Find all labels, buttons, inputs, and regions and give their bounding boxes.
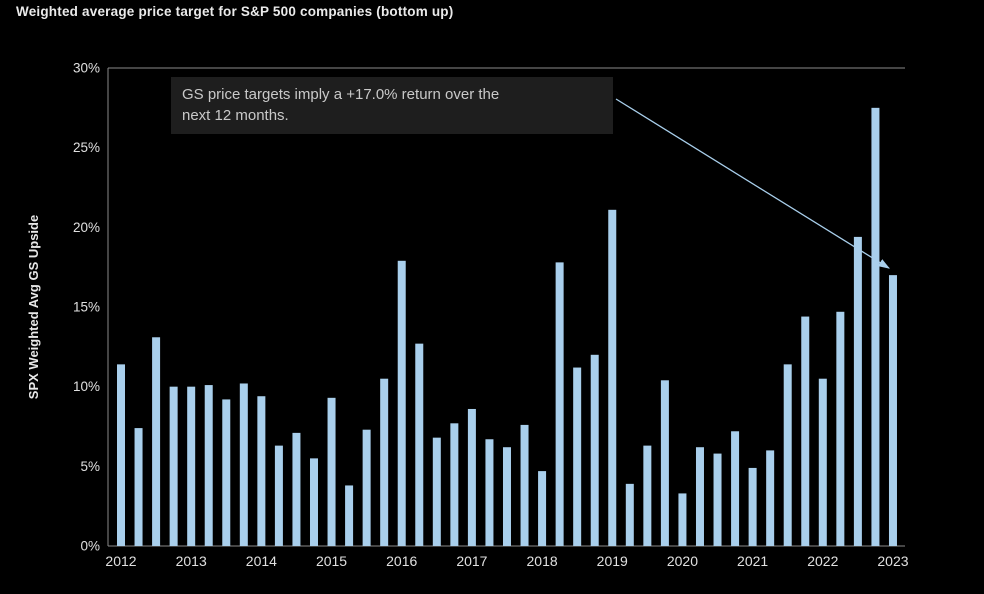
y-tick-label: 5%: [80, 459, 100, 474]
bar: [327, 397, 336, 546]
bar: [608, 209, 617, 546]
bar: [239, 383, 248, 546]
bar: [345, 485, 354, 546]
bar: [555, 262, 564, 546]
x-tick-label: 2013: [176, 553, 207, 569]
bar: [397, 260, 406, 546]
x-tick-label: 2014: [246, 553, 277, 569]
bar: [362, 429, 371, 546]
bar: [432, 437, 441, 546]
y-tick-label: 20%: [73, 220, 100, 235]
bar: [643, 445, 652, 546]
bar: [818, 378, 827, 546]
x-tick-label: 2023: [877, 553, 908, 569]
bar: [134, 428, 143, 546]
bar: [450, 423, 459, 546]
x-tick-label: 2022: [807, 553, 838, 569]
y-tick-label: 10%: [73, 379, 100, 394]
bar: [538, 471, 547, 546]
bar: [152, 337, 161, 546]
annotation-line-2: next 12 months.: [182, 106, 289, 124]
bar: [274, 445, 283, 546]
bar: [292, 432, 301, 546]
bar: [187, 386, 196, 546]
annotation-line-1: GS price targets imply a +17.0% return o…: [182, 86, 500, 103]
x-tick-label: 2012: [105, 553, 136, 569]
bar: [678, 493, 687, 546]
bar: [783, 364, 792, 546]
x-tick-label: 2019: [597, 553, 628, 569]
bar: [660, 380, 669, 546]
x-tick-label: 2017: [456, 553, 487, 569]
bar: [309, 458, 318, 546]
bar: [222, 399, 231, 546]
bar: [467, 408, 476, 546]
bar: [625, 483, 634, 546]
bar: [257, 396, 266, 546]
bar: [380, 378, 389, 546]
y-tick-label: 30%: [73, 61, 100, 76]
bar: [871, 107, 880, 546]
annotation-arrow: [615, 98, 890, 269]
x-tick-label: 2015: [316, 553, 347, 569]
x-tick-label: 2020: [667, 553, 698, 569]
bar: [415, 343, 424, 546]
bar: [573, 367, 582, 546]
y-axis-title: SPX Weighted Avg GS Upside: [26, 215, 41, 399]
bar: [713, 453, 722, 546]
x-tick-label: 2016: [386, 553, 417, 569]
y-tick-label: 15%: [73, 300, 100, 315]
bar: [748, 467, 757, 546]
bar: [117, 364, 125, 546]
bar: [888, 275, 897, 546]
bar: [204, 385, 213, 546]
bar: [853, 236, 862, 547]
y-tick-label: 0%: [80, 539, 100, 554]
bar: [731, 431, 740, 546]
x-tick-label: 2021: [737, 553, 768, 569]
x-tick-label: 2018: [527, 553, 558, 569]
bar: [169, 386, 178, 546]
bar: [502, 447, 511, 546]
bar: [695, 447, 704, 546]
bar: [836, 311, 845, 546]
bar: [520, 424, 529, 546]
annotation-box: GS price targets imply a +17.0% return o…: [171, 77, 613, 135]
bar: [485, 439, 494, 546]
bar: [590, 354, 599, 546]
bar: [801, 316, 810, 546]
y-tick-label: 25%: [73, 140, 100, 155]
chart-title: Weighted average price target for S&P 50…: [16, 4, 454, 19]
bar: [766, 450, 775, 546]
